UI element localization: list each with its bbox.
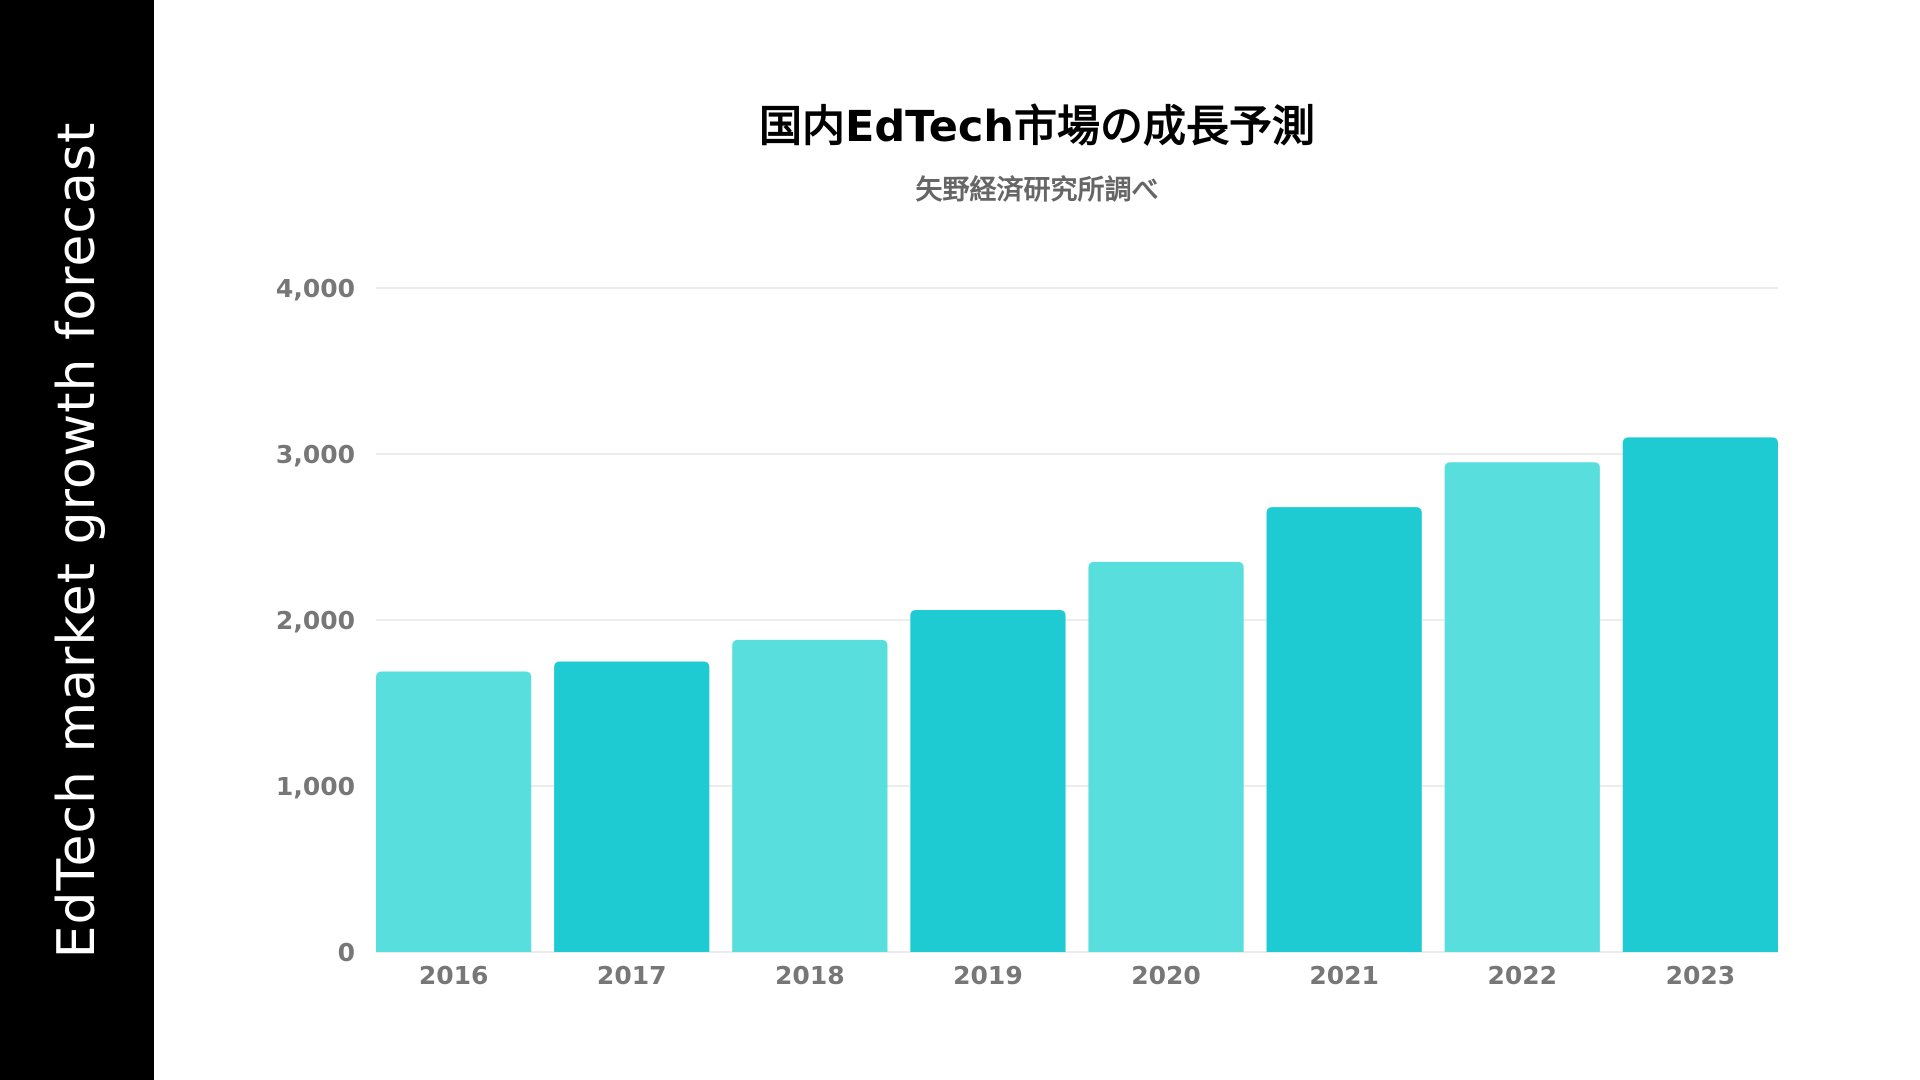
y-axis-tick-labels: 0 1,000 2,000 3,000 4,000 — [276, 274, 355, 967]
bar-2021 — [1266, 507, 1422, 952]
bar-2022 — [1444, 462, 1600, 952]
y-tick-label: 3,000 — [276, 440, 355, 469]
x-tick-label: 2016 — [419, 961, 489, 990]
y-tick-label: 1,000 — [276, 772, 355, 801]
bar-2023 — [1622, 437, 1778, 952]
x-tick-label: 2020 — [1131, 961, 1201, 990]
y-tick-label: 4,000 — [276, 274, 355, 303]
y-tick-label: 2,000 — [276, 606, 355, 635]
bar-2018 — [732, 639, 888, 952]
x-tick-label: 2019 — [953, 961, 1023, 990]
x-tick-label: 2023 — [1666, 961, 1736, 990]
bars — [376, 437, 1778, 952]
y-tick-label: 0 — [338, 938, 355, 967]
bar-2019 — [910, 610, 1066, 952]
chart-title: 国内EdTech市場の成長予測 — [758, 102, 1316, 152]
bar-2016 — [376, 671, 532, 952]
x-tick-label: 2022 — [1487, 961, 1557, 990]
x-axis-tick-labels: 2016 2017 2018 2019 2020 2021 2022 2023 — [419, 961, 1735, 990]
chart-subtitle: 矢野経済研究所調べ — [915, 175, 1159, 206]
bar-2017 — [554, 661, 710, 952]
x-tick-label: 2017 — [597, 961, 667, 990]
x-tick-label: 2018 — [775, 961, 845, 990]
side-panel: EdTech market growth forecast — [0, 0, 154, 1080]
x-tick-label: 2021 — [1309, 961, 1379, 990]
bar-2020 — [1088, 561, 1244, 952]
